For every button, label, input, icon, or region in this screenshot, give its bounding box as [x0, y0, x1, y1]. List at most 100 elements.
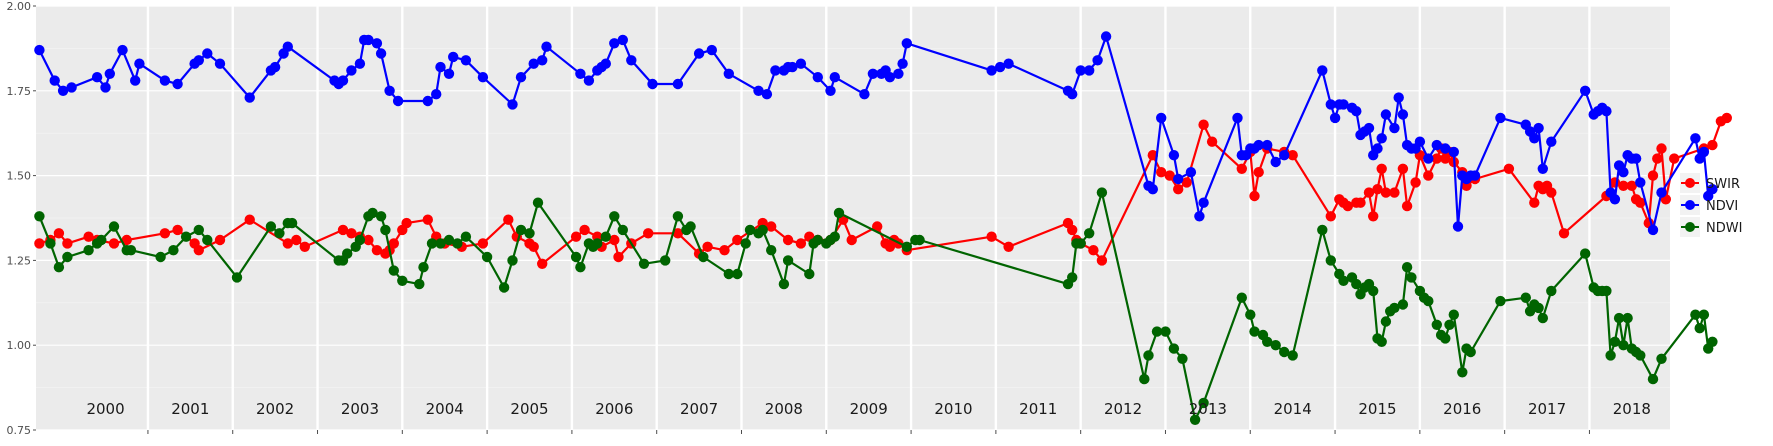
ndwi-point	[1325, 255, 1337, 266]
ndvi-point	[371, 38, 383, 49]
legend-label: NDVI	[1706, 199, 1738, 214]
ndwi-point	[460, 231, 472, 242]
ndwi-point	[804, 268, 815, 280]
swir-point	[1325, 211, 1337, 222]
ndwi-point	[685, 221, 696, 232]
swir-point	[108, 238, 120, 249]
ndvi-point	[1495, 112, 1506, 124]
ndwi-point	[1694, 323, 1705, 334]
ndvi-point	[1084, 65, 1095, 76]
year-label-2005: 2005	[510, 400, 548, 418]
swir-point	[1003, 241, 1014, 252]
swir-point	[719, 245, 730, 256]
legend: SWIR NDVI NDWI	[1680, 173, 1742, 237]
ndwi-point	[1656, 353, 1667, 364]
swir-point	[371, 245, 383, 256]
legend-key-point	[1685, 200, 1695, 210]
year-label-2017: 2017	[1528, 400, 1566, 418]
ndvi-point	[1351, 106, 1362, 117]
ndvi-point	[1537, 163, 1549, 174]
ndvi-point	[1338, 99, 1349, 110]
ndwi-point	[375, 211, 387, 222]
ndvi-point	[431, 89, 442, 100]
ndwi-point	[1533, 302, 1544, 314]
ndwi-point	[1622, 312, 1633, 324]
ndvi-point	[1448, 146, 1460, 158]
ndwi-point	[1270, 340, 1281, 351]
swir-point	[1647, 170, 1659, 181]
swir-point	[1198, 119, 1209, 130]
ndvi-point	[384, 85, 395, 97]
ndvi-point	[893, 68, 904, 80]
ndwi-point	[1067, 272, 1078, 283]
ndvi-point	[214, 58, 226, 69]
ndwi-point	[1198, 397, 1209, 409]
ndvi-point	[443, 68, 455, 80]
legend-key-point	[1685, 178, 1695, 188]
ndwi-point	[53, 262, 65, 273]
ndwi-point	[155, 251, 166, 263]
swir-point	[846, 234, 857, 246]
ndvi-point	[1601, 106, 1612, 117]
swir-point	[1558, 228, 1570, 239]
ndwi-point	[1546, 285, 1557, 297]
ndvi-point	[134, 58, 145, 69]
swir-point	[422, 214, 433, 225]
swir-point	[1372, 184, 1383, 195]
ndvi-point	[1397, 109, 1409, 120]
ndwi-point	[600, 231, 611, 242]
ndvi-point	[269, 61, 281, 73]
ndvi-point	[507, 99, 518, 110]
swir-point	[282, 238, 293, 249]
swir-point	[528, 241, 539, 252]
ndwi-point	[388, 265, 399, 276]
ndwi-point	[778, 278, 790, 290]
ndvi-point	[1156, 112, 1167, 124]
ndvi-point	[706, 44, 717, 56]
ndwi-point	[1177, 353, 1188, 364]
ndwi-point	[1609, 336, 1621, 347]
swir-point	[34, 238, 45, 249]
ndvi-point	[537, 55, 548, 66]
swir-point	[1618, 180, 1629, 191]
swir-point	[1529, 197, 1540, 208]
ndvi-point	[1198, 197, 1209, 208]
ndwi-point	[1537, 312, 1549, 324]
ndwi-point	[435, 238, 446, 249]
year-label-2000: 2000	[86, 400, 124, 418]
ndwi-point	[1368, 285, 1379, 297]
swir-point	[795, 238, 807, 249]
swir-point	[732, 234, 743, 246]
swir-point	[782, 234, 794, 246]
ndwi-point	[452, 238, 463, 249]
ndwi-point	[1440, 333, 1451, 344]
ndwi-point	[901, 241, 912, 252]
ndvi-point	[172, 78, 183, 90]
ndwi-point	[1605, 350, 1616, 361]
swir-point	[1156, 167, 1167, 178]
ndvi-point	[515, 72, 527, 83]
ndwi-point	[1249, 326, 1260, 337]
ndvi-point	[723, 68, 734, 80]
ndvi-point	[761, 89, 773, 100]
ndvi-point	[1546, 136, 1557, 147]
legend-label: SWIR	[1706, 177, 1740, 192]
swir-point	[477, 238, 489, 249]
ndwi-point	[1143, 350, 1154, 361]
ndwi-point	[1245, 309, 1256, 320]
ndvi-point	[1529, 133, 1540, 144]
ndwi-point	[354, 234, 366, 246]
ndvi-point	[1003, 58, 1014, 69]
ndwi-point	[1075, 238, 1086, 249]
ndwi-point	[108, 221, 120, 232]
swir-point	[1635, 197, 1646, 208]
ndwi-point	[1613, 312, 1625, 324]
swir-point	[53, 228, 65, 239]
ndwi-point	[1707, 336, 1718, 347]
ndvi-point	[812, 72, 823, 83]
y-axis: 0.75 1.00 1.25 1.50 1.75 2.00	[7, 0, 1590, 437]
ndwi-point	[45, 238, 56, 249]
swir-point	[1503, 163, 1515, 174]
ndvi-point	[354, 58, 366, 69]
